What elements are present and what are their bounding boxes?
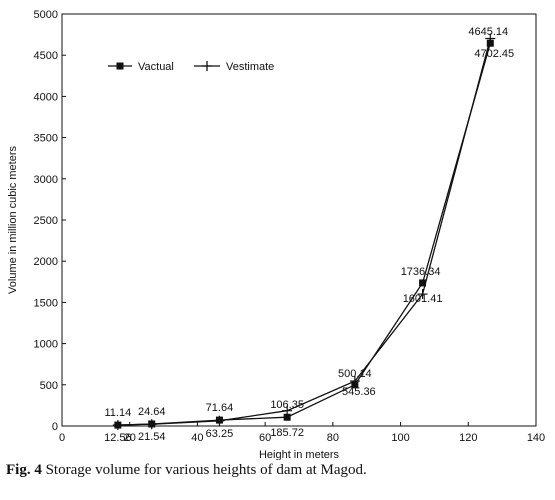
data-label-vactual: 11.14 xyxy=(105,407,132,419)
x-tick-label: 120 xyxy=(459,432,477,444)
legend-marker-vestimate xyxy=(202,61,212,71)
plot-frame xyxy=(61,13,537,427)
data-label-vactual: 106.35 xyxy=(270,399,304,411)
y-tick-label: 0 xyxy=(52,421,58,433)
data-label-vestimate: 63.25 xyxy=(206,428,234,440)
vestimate-point xyxy=(485,33,496,44)
x-tick-label: 40 xyxy=(191,432,203,444)
legend: Vactual Vestimate xyxy=(108,61,274,73)
data-label-vestimate: 12.56 xyxy=(104,432,132,444)
y-tick-label: 1000 xyxy=(34,339,58,351)
x-tick-label: 20 xyxy=(124,432,136,444)
y-axis-title: Volume in million cubic meters xyxy=(7,146,19,294)
series-markers xyxy=(112,33,496,430)
y-tick-label: 3000 xyxy=(34,174,58,186)
figure-caption-text: Storage volume for various heights of da… xyxy=(45,462,367,478)
vactual-point xyxy=(419,279,427,287)
x-tick-label: 0 xyxy=(59,432,65,444)
y-tick-label: 500 xyxy=(40,380,58,392)
series-line-vestimate xyxy=(117,38,491,426)
figure-caption: Fig. 4 Storage volume for various height… xyxy=(6,462,551,479)
axis-ticks: 0 20 40 60 80 100 120 140 0 500 1000 1500 2000 2500 30… xyxy=(34,9,546,444)
data-label-vactual: 1736.34 xyxy=(401,266,441,278)
data-label-vestimate: 4702.45 xyxy=(474,48,514,60)
x-tick-label: 140 xyxy=(527,432,545,444)
series-lines xyxy=(117,38,491,426)
vactual-point xyxy=(283,413,291,421)
vestimate-point xyxy=(417,289,428,300)
data-label-vestimate: 21.54 xyxy=(138,431,166,443)
x-tick-label: 100 xyxy=(391,432,409,444)
y-tick-label: 4000 xyxy=(34,91,58,103)
data-label-vestimate: 1601.41 xyxy=(403,293,443,305)
data-label-vactual: 500.14 xyxy=(338,368,372,380)
data-label-vactual: 4645.14 xyxy=(468,26,508,38)
figure-number: Fig. 4 xyxy=(6,462,42,478)
legend-label-vestimate: Vestimate xyxy=(226,61,274,73)
y-tick-label: 1500 xyxy=(34,297,58,309)
vestimate-point xyxy=(214,415,225,426)
vestimate-point xyxy=(112,419,123,430)
x-axis-title: Height in meters xyxy=(259,449,340,460)
data-labels: 11.14 24.64 71.64 106.35 500.14 1736.34 4645.1… xyxy=(104,26,514,444)
data-label-vestimate: 185.72 xyxy=(270,427,304,439)
vestimate-point xyxy=(282,405,293,416)
y-tick-label: 3500 xyxy=(34,133,58,145)
x-tick-label: 80 xyxy=(327,432,339,444)
y-tick-label: 2500 xyxy=(34,215,58,227)
legend-label-vactual: Vactual xyxy=(138,61,174,73)
volume-chart: 0 20 40 60 80 100 120 140 0 500 1000 1500 2000 2500 30… xyxy=(7,9,546,460)
y-tick-label: 2000 xyxy=(34,256,58,268)
data-label-vactual: 24.64 xyxy=(138,406,166,418)
data-label-vestimate: 545.36 xyxy=(342,386,376,398)
y-tick-label: 4500 xyxy=(34,50,58,62)
series-line-vactual xyxy=(117,43,491,426)
x-tick-label: 60 xyxy=(259,432,271,444)
legend-marker-vactual xyxy=(116,62,124,70)
vestimate-point xyxy=(146,419,157,430)
vestimate-point xyxy=(349,376,360,387)
y-tick-label: 5000 xyxy=(34,9,58,21)
data-label-vactual: 71.64 xyxy=(206,402,234,414)
